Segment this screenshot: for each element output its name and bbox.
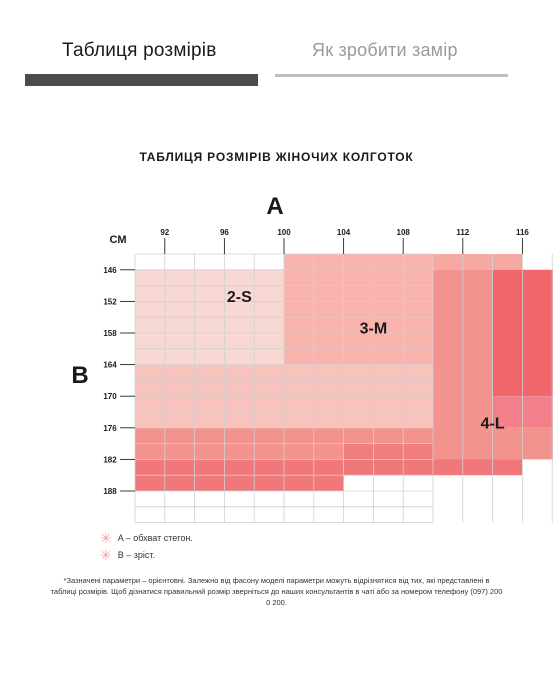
tab-size-chart[interactable]: Таблиця розмірів — [62, 40, 217, 61]
y-tick-label: 164 — [103, 361, 117, 370]
x-tick-label: 112 — [456, 228, 469, 237]
footnote: *Зазначені параметри – орієнтовні. Залеж… — [50, 576, 503, 607]
asterisk-icon: ✳ — [100, 547, 112, 563]
y-tick-label: 170 — [103, 392, 117, 401]
y-tick-label: 182 — [103, 455, 117, 464]
x-tick-label: 96 — [220, 228, 229, 237]
inactive-tab-indicator — [275, 74, 508, 77]
axis-b-label: B — [71, 362, 88, 389]
x-tick-label: 92 — [160, 228, 169, 237]
chart-title: ТАБЛИЦЯ РОЗМІРІВ ЖІНОЧИХ КОЛГОТОК — [139, 150, 414, 164]
legend-text-a: A – обхват стегон. — [117, 533, 193, 543]
size-label: 4-L — [481, 416, 505, 433]
x-tick-label: 116 — [516, 228, 529, 237]
x-tick-label: 104 — [337, 228, 351, 237]
x-tick-label: 100 — [277, 228, 291, 237]
legend-text-b: B – зріст. — [117, 550, 155, 560]
size-3m-top-region — [433, 254, 523, 270]
size-label: 2-S — [227, 289, 252, 306]
legend-item-a: ✳ A – обхват стегон. — [100, 530, 193, 546]
y-tick-label: 158 — [103, 329, 117, 338]
size-label: 3-M — [360, 321, 388, 338]
active-tab-indicator — [25, 74, 258, 86]
y-tick-label: 146 — [103, 266, 117, 275]
legend-item-b: ✳ B – зріст. — [100, 547, 155, 563]
x-tick-label: 108 — [397, 228, 411, 237]
unit-label: СМ — [110, 234, 127, 246]
asterisk-icon: ✳ — [100, 530, 112, 546]
tab-how-to-measure[interactable]: Як зробити замір — [312, 40, 458, 60]
y-tick-label: 152 — [103, 297, 117, 306]
y-tick-label: 188 — [103, 487, 117, 496]
y-tick-label: 176 — [103, 424, 117, 433]
axis-a-label: A — [266, 193, 283, 220]
size-4l-inner-step — [343, 443, 433, 460]
